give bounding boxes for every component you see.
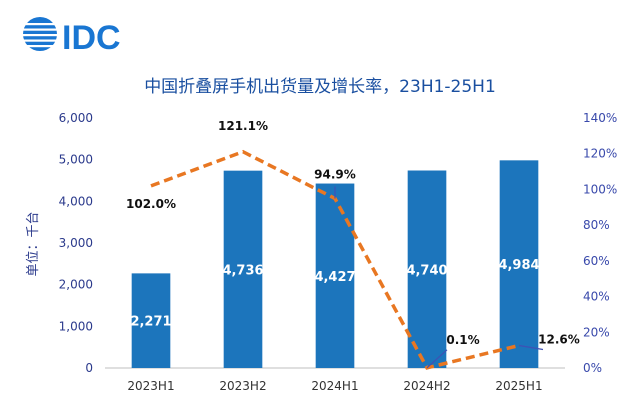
y-left-tick-label: 4,000 xyxy=(59,194,93,208)
y-left-tick-label: 5,000 xyxy=(59,153,93,167)
y-right-tick-label: 20% xyxy=(583,325,610,339)
line-data-label: 0.1% xyxy=(446,333,479,347)
bar-data-label: 4,736 xyxy=(222,263,263,278)
bar xyxy=(499,160,539,368)
x-tick-label: 2024H2 xyxy=(403,379,450,393)
line-data-label: 12.6% xyxy=(538,333,580,347)
bar xyxy=(223,170,263,368)
line-data-label: 102.0% xyxy=(126,197,176,211)
y-right-tick-label: 60% xyxy=(583,254,610,268)
line-data-label: 121.1% xyxy=(218,119,268,133)
idc-logo: IDC xyxy=(23,17,121,56)
leader-line xyxy=(518,344,544,351)
bar xyxy=(131,273,171,368)
y-left-tick-label: 6,000 xyxy=(59,111,93,125)
globe-icon xyxy=(23,17,57,51)
y-right-tick-label: 100% xyxy=(583,182,617,196)
y-left-tick-label: 1,000 xyxy=(59,319,93,333)
logo-text: IDC xyxy=(62,19,121,56)
y-right-tick-label: 40% xyxy=(583,290,610,304)
x-tick-label: 2023H2 xyxy=(219,379,266,393)
bar-data-label: 4,740 xyxy=(406,263,447,278)
y-axis-label: 单位：千台 xyxy=(26,211,41,276)
chart-title: 中国折叠屏手机出货量及增长率，23H1-25H1 xyxy=(144,77,496,97)
y-right-tick-label: 140% xyxy=(583,111,617,125)
y-left-tick-label: 0 xyxy=(85,361,93,375)
x-tick-label: 2024H1 xyxy=(311,379,358,393)
bar xyxy=(315,183,355,368)
bar-data-label: 4,984 xyxy=(498,258,539,273)
bar xyxy=(407,170,447,368)
y-right-tick-label: 80% xyxy=(583,218,610,232)
leader-line xyxy=(426,349,448,369)
y-right-tick-label: 120% xyxy=(583,147,617,161)
x-tick-label: 2023H1 xyxy=(127,379,174,393)
x-tick-label: 2025H1 xyxy=(495,379,542,393)
bar-data-label: 4,427 xyxy=(314,270,355,285)
y-left-tick-label: 3,000 xyxy=(59,236,93,250)
y-right-tick-label: 0% xyxy=(583,361,602,375)
bar-data-label: 2,271 xyxy=(130,315,171,330)
y-left-tick-label: 2,000 xyxy=(59,278,93,292)
line-data-label: 94.9% xyxy=(314,168,356,182)
